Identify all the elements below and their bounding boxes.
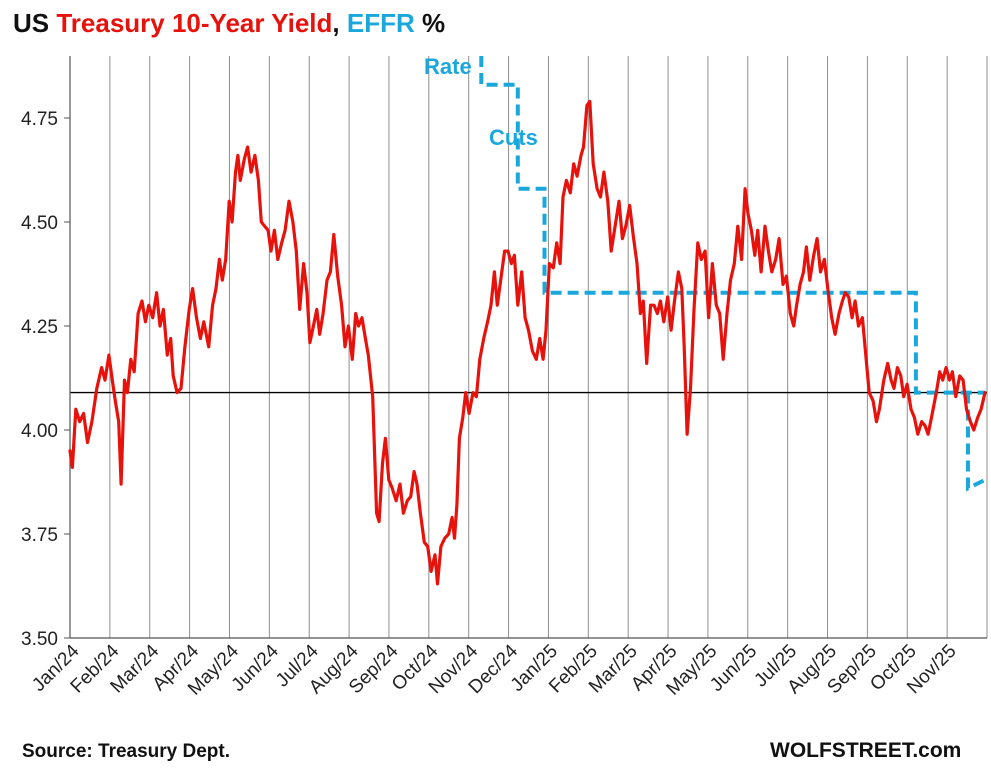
title-separator: ,: [332, 8, 346, 38]
y-axis-ticks: 3.50 3.75 4.00 4.25 4.50 4.75: [21, 109, 70, 650]
treasury-line: [68, 99, 987, 586]
chart-title: US Treasury 10-Year Yield, EFFR %: [13, 8, 445, 38]
y-tick-label: 4.25: [21, 317, 58, 338]
y-tick-label: 3.50: [21, 629, 58, 650]
y-tick-label: 4.75: [21, 109, 58, 130]
y-tick-label: 3.75: [21, 525, 58, 546]
effr-line-cut: [965, 392, 986, 492]
brand-label: WOLFSTREET.com: [770, 739, 961, 762]
source-note: Source: Treasury Dept.: [22, 741, 230, 762]
y-tick-label: 4.00: [21, 421, 58, 442]
treasury-series: [68, 99, 987, 586]
annotation-cuts: Cuts: [489, 125, 538, 150]
title-prefix: US: [13, 8, 56, 38]
effr-series: [479, 56, 986, 492]
x-axis-ticks: Jan/24Feb/24Mar/24Apr/24May/24Jun/24Jul/…: [28, 640, 960, 699]
title-suffix: %: [415, 8, 445, 38]
vertical-gridlines: [69, 56, 988, 638]
title-effr: EFFR: [347, 8, 415, 38]
title-treasury: Treasury 10-Year Yield: [56, 8, 332, 38]
axes: [69, 56, 987, 639]
y-tick-label: 4.50: [21, 213, 58, 234]
annotation-rate: Rate: [424, 54, 472, 79]
effr-line: [479, 56, 985, 395]
